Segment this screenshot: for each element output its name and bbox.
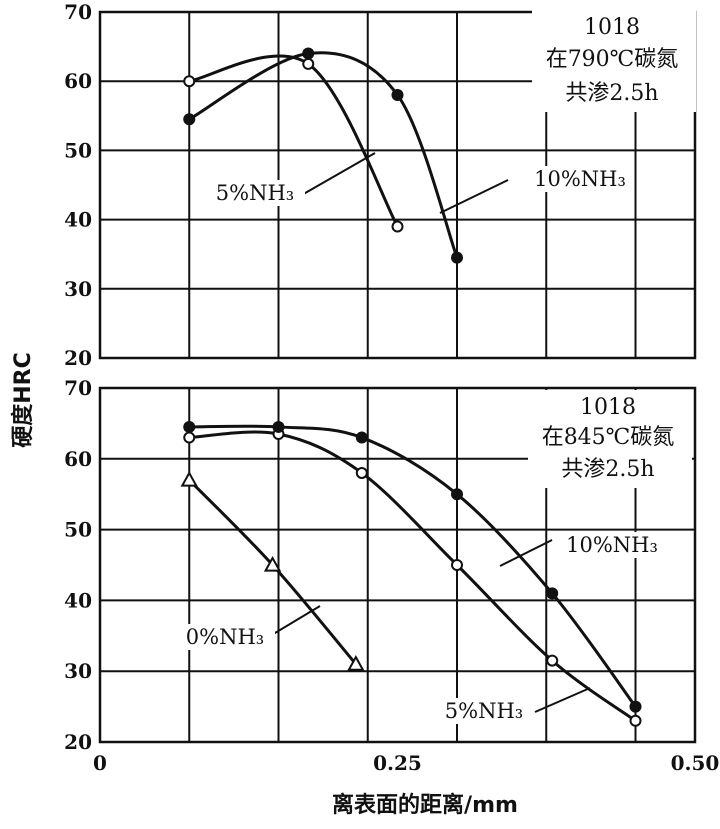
data-point xyxy=(546,587,559,600)
annotation-line: 共渗2.5h xyxy=(561,457,654,482)
data-point xyxy=(183,75,196,88)
y-tick-label: 30 xyxy=(64,659,92,683)
series-line xyxy=(188,51,459,259)
series-label: 10%NH₃ xyxy=(534,167,626,191)
y-tick-label: 70 xyxy=(64,376,92,400)
data-point xyxy=(629,714,642,727)
series-label-background xyxy=(205,180,305,206)
data-point xyxy=(183,431,196,444)
data-point xyxy=(272,420,285,433)
data-point xyxy=(391,220,404,233)
series-label: 5%NH₃ xyxy=(216,181,294,205)
data-point xyxy=(302,57,315,70)
x-tick-label: 0.25 xyxy=(373,751,422,775)
y-tick-label: 30 xyxy=(64,277,92,301)
y-tick-label: 20 xyxy=(64,346,92,370)
x-axis-label: 离表面的距离/mm xyxy=(332,792,518,818)
series-label-background xyxy=(434,698,534,724)
annotation-line: 1018 xyxy=(580,395,636,420)
y-axis-label: 硬度HRC xyxy=(10,352,36,448)
x-tick-label: 0.50 xyxy=(671,751,720,775)
annotation-line: 共渗2.5h xyxy=(565,81,658,106)
y-tick-label: 40 xyxy=(64,208,92,232)
data-point xyxy=(183,113,196,126)
y-tick-label: 70 xyxy=(64,0,92,24)
y-tick-label: 20 xyxy=(64,730,92,754)
annotation-background xyxy=(532,10,696,112)
data-point xyxy=(451,488,463,501)
x-tick-label: 0 xyxy=(93,751,107,775)
data-point xyxy=(263,555,282,572)
data-point xyxy=(355,466,368,479)
plot-frame xyxy=(98,386,697,744)
series-label: 0%NH₃ xyxy=(186,625,264,649)
series-label-background xyxy=(530,166,630,192)
data-point xyxy=(451,559,463,571)
data-point xyxy=(629,700,642,713)
data-point xyxy=(391,89,404,102)
y-tick-label: 40 xyxy=(64,588,92,612)
y-tick-label: 60 xyxy=(64,69,92,93)
series-leader-line xyxy=(439,179,509,214)
y-tick-label: 50 xyxy=(64,518,92,542)
y-tick-label: 50 xyxy=(64,138,92,162)
series-label-background xyxy=(175,624,275,650)
data-point xyxy=(180,470,198,487)
data-point xyxy=(347,655,365,671)
series-leader-line xyxy=(299,152,376,197)
y-tick-label: 60 xyxy=(64,447,92,471)
series-leader-line xyxy=(499,539,553,567)
data-point xyxy=(183,420,196,433)
annotation-background xyxy=(528,390,692,488)
plot-frame xyxy=(98,10,697,360)
annotation-line: 在845℃碳氮 xyxy=(542,425,675,450)
series-label-background xyxy=(562,532,662,558)
annotation-line: 在790℃碳氮 xyxy=(546,47,679,72)
data-point xyxy=(546,654,559,667)
data-point xyxy=(355,431,368,444)
annotation-line: 1018 xyxy=(584,15,640,40)
series-label: 10%NH₃ xyxy=(566,533,658,557)
series-leader-line xyxy=(269,605,321,637)
series-leader-line xyxy=(534,687,591,713)
data-point xyxy=(302,47,315,60)
data-point xyxy=(451,251,463,264)
series-label: 5%NH₃ xyxy=(445,699,523,723)
